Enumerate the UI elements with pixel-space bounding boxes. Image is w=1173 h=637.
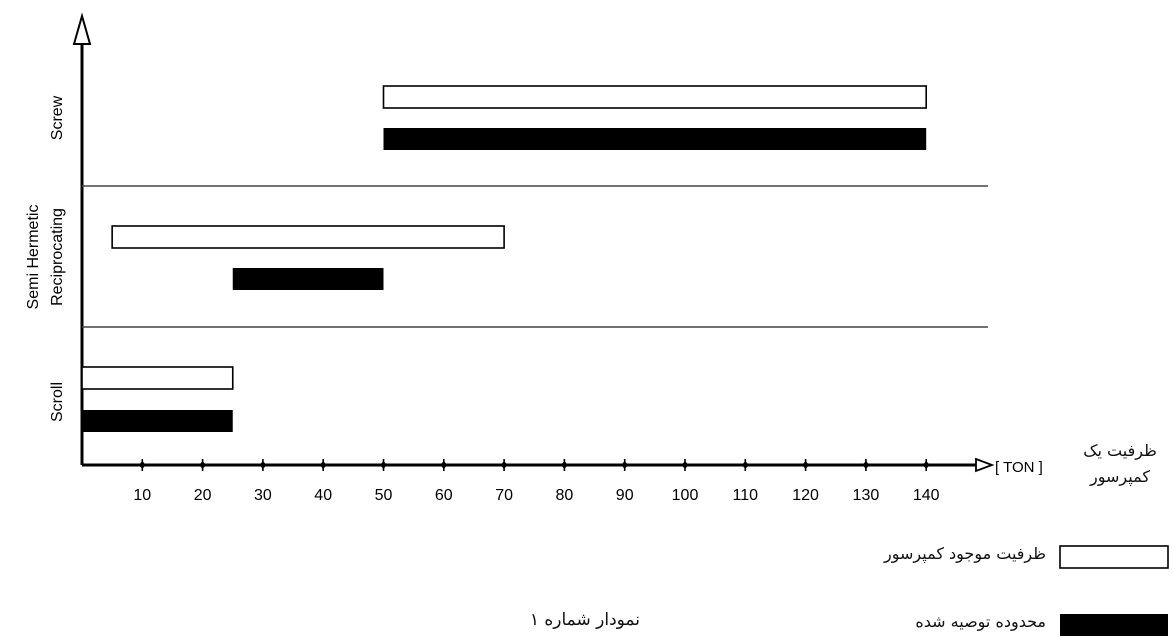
x-tick-marker (440, 461, 448, 469)
x-tick-label: 120 (792, 487, 819, 504)
legend-label-available: ظرفیت موجود کمپرسور (884, 544, 1046, 563)
x-tick-marker (560, 461, 568, 469)
chart-caption: نمودار شماره ۱ (529, 610, 640, 630)
category-label-screw: Screw (49, 95, 66, 140)
category-labels: Screw Semi Hermetic Reciprocating Scroll (25, 95, 66, 422)
x-tick-marker (380, 461, 387, 469)
x-tick-marker (259, 461, 267, 469)
x-tick-label: 130 (853, 487, 880, 504)
x-tick-label: 10 (133, 487, 151, 504)
x-tick-marker (741, 461, 749, 469)
x-tick-marker (862, 461, 870, 469)
x-tick-label: 140 (913, 487, 940, 504)
x-tick-marker (621, 461, 629, 469)
x-tick-labels: 10 20 30 40 50 60 70 80 90 100 110 120 130 140 (133, 487, 939, 504)
x-tick-label: 40 (314, 487, 332, 504)
x-tick-label: 80 (556, 487, 574, 504)
x-tick-marker (500, 461, 508, 469)
available-capacity-bar (382, 85, 928, 109)
legend-swatch-filled (1060, 614, 1168, 636)
legend-label-recommended: محدوده توصیه شده (915, 612, 1046, 631)
x-tick-label: 100 (672, 487, 699, 504)
recommended-range-bar (82, 410, 233, 432)
legend (1059, 545, 1169, 636)
x-tick-label: 70 (495, 487, 513, 504)
x-tick-label: 20 (194, 487, 212, 504)
y-axis-arrow (72, 12, 92, 45)
x-tick-marker (802, 461, 810, 469)
range-bars (81, 85, 928, 432)
recommended-range-bar (383, 128, 927, 150)
x-tick-label: 90 (616, 487, 634, 504)
recommended-range-bar (232, 268, 384, 290)
x-tick-marker (138, 461, 146, 469)
axes (72, 12, 995, 473)
category-label-reciprocating: Semi Hermetic Reciprocating (25, 205, 66, 310)
x-tick-marker (199, 461, 207, 469)
x-tick-label: 110 (733, 487, 759, 504)
category-label-scroll: Scroll (49, 382, 66, 422)
x-ticks (138, 459, 930, 471)
x-tick-label: 60 (435, 487, 453, 504)
x-tick-marker (922, 461, 930, 469)
legend-swatch-outline (1059, 545, 1169, 569)
x-tick-marker (319, 461, 327, 469)
x-tick-marker (681, 461, 689, 469)
available-capacity-bar (111, 225, 505, 249)
x-unit-caption: ظرفیت یک کمپرسور (1083, 441, 1157, 486)
available-capacity-bar (81, 366, 234, 390)
x-axis-arrow (975, 457, 995, 473)
x-tick-label: 30 (254, 487, 272, 504)
x-tick-label: 50 (375, 487, 393, 504)
x-unit-label: [ TON ] (995, 459, 1043, 476)
